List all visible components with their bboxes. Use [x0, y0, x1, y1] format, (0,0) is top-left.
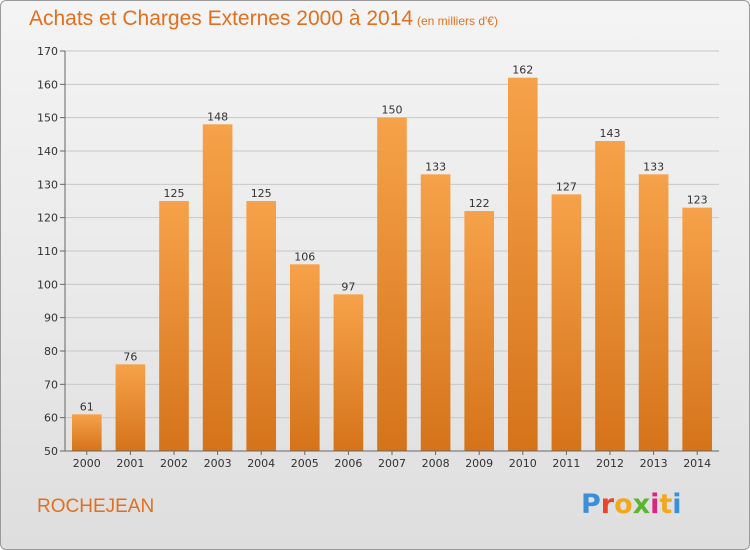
data-label: 162 [512, 64, 533, 77]
bar [638, 174, 669, 452]
x-tick-label: 2013 [640, 457, 668, 470]
bar [202, 124, 233, 451]
chart-title: Achats et Charges Externes 2000 à 2014 [29, 7, 414, 30]
logo-letter: x [632, 489, 651, 520]
y-tick-label: 170 [37, 45, 58, 58]
commune-name: ROCHEJEAN [37, 496, 155, 517]
data-label: 143 [600, 127, 621, 140]
x-tick-label: 2001 [116, 457, 144, 470]
bar [682, 207, 713, 451]
x-tick-label: 2005 [291, 457, 319, 470]
logo-letter: i [650, 489, 660, 520]
y-tick-label: 120 [37, 212, 58, 225]
proxiti-logo: Proxiti [581, 489, 682, 520]
y-tick-label: 160 [37, 78, 58, 91]
logo-letter: o [614, 489, 633, 520]
data-label: 125 [164, 187, 185, 200]
x-tick-label: 2004 [247, 457, 275, 470]
data-label: 76 [123, 350, 137, 363]
y-tick-label: 130 [37, 178, 58, 191]
data-label: 123 [687, 194, 708, 207]
x-tick-label: 2007 [378, 457, 406, 470]
y-tick-label: 90 [44, 312, 58, 325]
x-tick-label: 2006 [334, 457, 362, 470]
x-tick-label: 2011 [552, 457, 580, 470]
y-tick-label: 80 [44, 345, 58, 358]
x-tick-label: 2002 [160, 457, 188, 470]
x-tick-label: 2003 [204, 457, 232, 470]
bar [115, 364, 146, 451]
bar [377, 117, 407, 452]
logo-letter: r [600, 489, 615, 520]
data-label: 122 [469, 197, 490, 210]
y-tick-label: 60 [44, 412, 58, 425]
bar [246, 201, 277, 451]
data-label: 125 [251, 187, 272, 200]
data-label: 97 [341, 280, 355, 293]
x-tick-label: 2012 [596, 457, 624, 470]
x-tick-label: 2008 [422, 457, 450, 470]
bar [464, 211, 495, 451]
y-tick-label: 50 [44, 445, 58, 458]
data-label: 106 [294, 250, 315, 263]
bar [420, 174, 451, 452]
logo-letter: t [659, 489, 673, 520]
bar [333, 294, 364, 451]
data-label: 133 [643, 160, 664, 173]
data-label: 133 [425, 160, 446, 173]
chart-subtitle: (en milliers d'€) [417, 14, 498, 28]
data-label: 150 [382, 104, 403, 117]
data-label: 127 [556, 180, 577, 193]
y-tick-label: 70 [44, 378, 58, 391]
bar [159, 201, 189, 451]
logo-letter: P [581, 489, 601, 520]
data-label: 61 [80, 400, 94, 413]
y-tick-label: 150 [37, 112, 58, 125]
x-tick-label: 2009 [465, 457, 493, 470]
bar [551, 194, 582, 452]
x-tick-label: 2014 [683, 457, 711, 470]
bar [289, 264, 320, 451]
x-tick-label: 2010 [509, 457, 537, 470]
y-tick-label: 100 [37, 278, 58, 291]
x-tick-label: 2000 [73, 457, 101, 470]
bar [507, 77, 538, 452]
bar [595, 141, 625, 451]
y-tick-label: 110 [37, 245, 58, 258]
bar [71, 414, 102, 451]
y-tick-label: 140 [37, 145, 58, 158]
logo-letter: i [672, 489, 682, 520]
data-label: 148 [207, 110, 228, 123]
